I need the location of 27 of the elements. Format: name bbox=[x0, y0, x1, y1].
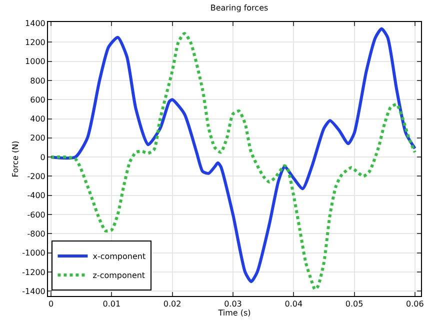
x-tick-label: 0.06 bbox=[406, 300, 424, 309]
y-tick-label: -200 bbox=[27, 172, 46, 182]
y-tick-label: -400 bbox=[27, 191, 46, 200]
x-tick-label: 0.05 bbox=[345, 300, 364, 309]
y-tick-label: 600 bbox=[30, 95, 46, 104]
x-tick-label: 0 bbox=[48, 300, 54, 309]
x-tick-label: 0.02 bbox=[163, 300, 182, 309]
y-tick-label: 800 bbox=[30, 76, 46, 86]
y-tick-label: 0 bbox=[40, 152, 46, 162]
y-tick-label: -600 bbox=[27, 210, 46, 220]
y-tick-label: 1200 bbox=[25, 38, 46, 47]
y-tick-label: -1200 bbox=[22, 268, 46, 277]
y-axis-title: Force (N) bbox=[10, 140, 20, 178]
y-tick-label: -800 bbox=[27, 230, 46, 239]
y-tick-label: 1400 bbox=[25, 18, 46, 28]
y-tick-label: 1000 bbox=[25, 57, 46, 66]
chart-title: Bearing forces bbox=[210, 3, 268, 12]
y-tick-label: 200 bbox=[30, 134, 46, 143]
x-tick-label: 0.04 bbox=[284, 300, 303, 309]
legend-label: z-component bbox=[92, 271, 146, 280]
x-axis-title: Time (s) bbox=[217, 308, 251, 318]
legend-label: x-component bbox=[92, 252, 146, 262]
y-tick-label: -1400 bbox=[22, 287, 46, 296]
y-tick-label: -1000 bbox=[22, 248, 46, 258]
y-tick-label: 400 bbox=[30, 114, 46, 124]
x-tick-label: 0.01 bbox=[102, 300, 121, 309]
x-tick-label: 0.03 bbox=[224, 300, 242, 309]
